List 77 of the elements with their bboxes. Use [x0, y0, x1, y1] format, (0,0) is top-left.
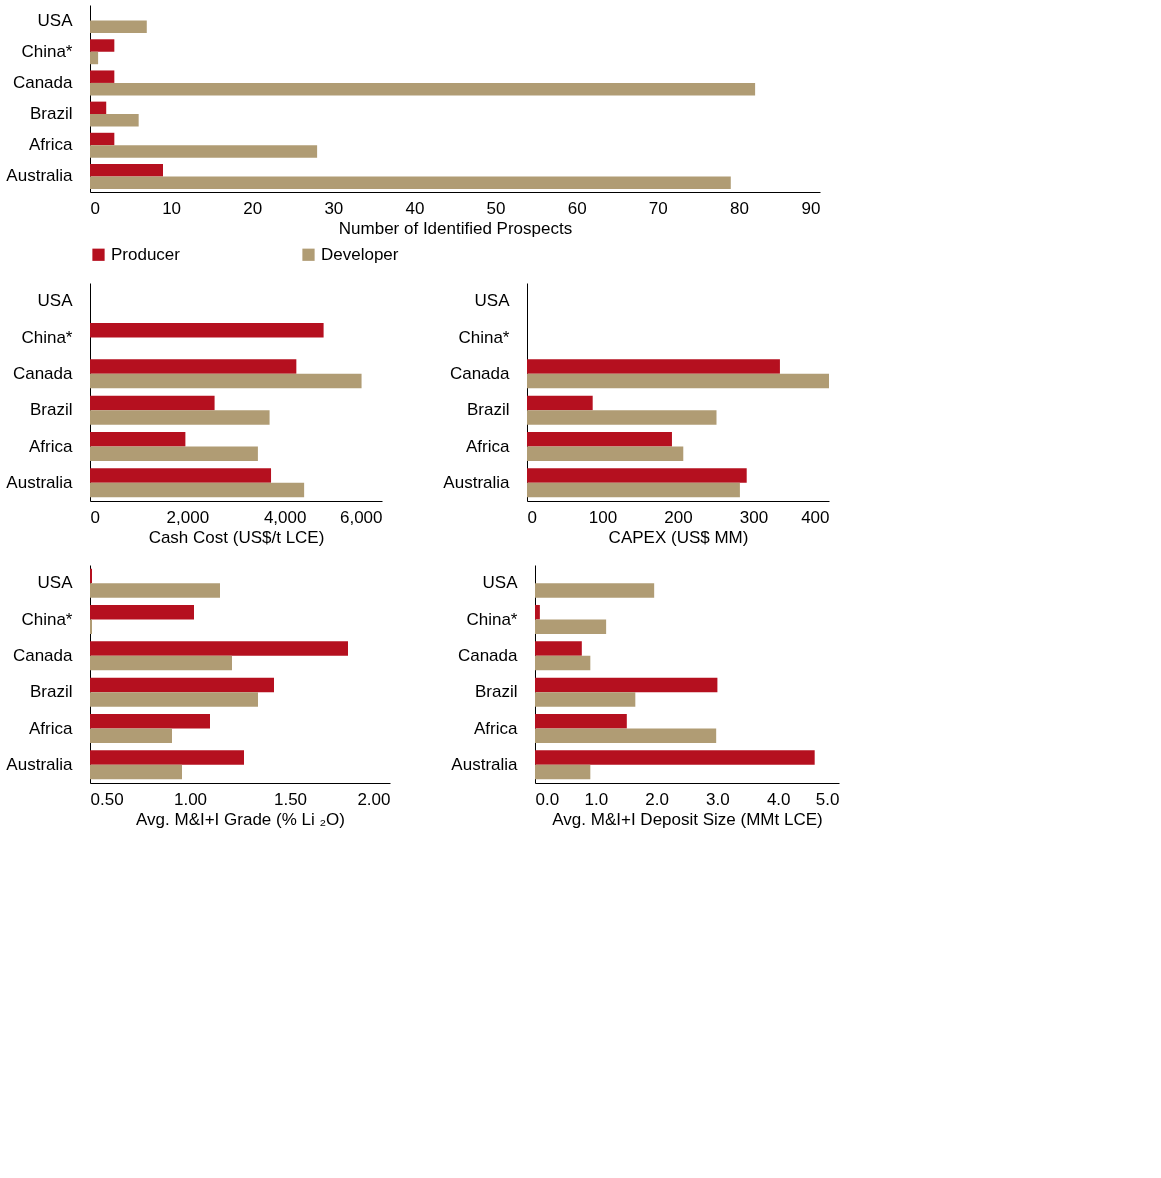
x-tick-label: 0: [527, 507, 537, 527]
x-tick-label: 60: [567, 198, 587, 218]
x-axis-title: Avg. M&I+I Deposit Size (MMt LCE): [552, 809, 823, 829]
y-tick-label: Canada: [449, 363, 511, 383]
y-tick-label: China*: [21, 609, 73, 629]
y-tick-label: USA: [482, 573, 519, 593]
x-tick-label: 50: [486, 198, 506, 218]
x-axis-title: Number of Identified Prospects: [338, 218, 573, 238]
legend-label: Producer: [111, 244, 181, 264]
x-tick-label: 2.00: [357, 789, 391, 809]
bar: [90, 163, 163, 177]
x-tick-label: 40: [405, 198, 425, 218]
y-tick-label: China*: [21, 327, 73, 347]
y-tick-label: Australia: [6, 166, 74, 186]
bar: [90, 82, 756, 96]
bar: [90, 101, 107, 115]
y-tick-label: Brazil: [29, 104, 73, 124]
x-tick-label: 1.50: [273, 789, 308, 809]
y-tick-label: Australia: [451, 754, 519, 774]
y-tick-label: Africa: [29, 436, 74, 456]
y-tick-label: USA: [37, 573, 74, 593]
x-tick-label: 1.0: [584, 789, 609, 809]
x-tick-label: 30: [324, 198, 344, 218]
bar: [90, 20, 147, 34]
bar: [90, 39, 115, 52]
legend-label: Developer: [321, 244, 399, 264]
y-tick-label: Canada: [12, 72, 74, 92]
x-tick-label: 0.50: [90, 789, 124, 809]
y-tick-label: Australia: [6, 754, 74, 774]
x-tick-label: 4,000: [263, 507, 307, 527]
x-tick-label: 3.0: [706, 789, 730, 809]
x-axis-title: Avg. M&I+I Grade (% Li ₂O): [136, 809, 345, 829]
x-tick-label: 90: [801, 198, 821, 218]
y-tick-label: China*: [21, 41, 73, 61]
x-tick-label: 0: [90, 198, 100, 218]
y-tick-label: Australia: [443, 472, 511, 492]
bar: [90, 132, 115, 146]
x-tick-label: 0.0: [535, 789, 560, 809]
x-tick-label: 6,000: [339, 507, 383, 527]
y-tick-label: Canada: [12, 645, 74, 665]
x-tick-label: 2,000: [166, 507, 210, 527]
y-tick-label: Brazil: [29, 682, 73, 702]
x-tick-label: 10: [162, 198, 182, 218]
x-tick-label: 1.00: [173, 789, 208, 809]
y-tick-label: USA: [37, 10, 74, 30]
y-tick-label: Africa: [474, 718, 519, 738]
bar: [90, 145, 318, 158]
y-tick-label: Canada: [12, 363, 74, 383]
x-tick-label: 0: [90, 507, 100, 527]
y-tick-label: China*: [458, 327, 510, 347]
x-tick-label: 70: [648, 198, 668, 218]
x-tick-label: 400: [801, 507, 830, 527]
y-tick-label: USA: [474, 291, 511, 311]
x-tick-label: 2.0: [645, 789, 669, 809]
bar: [90, 70, 115, 83]
y-tick-label: Brazil: [29, 400, 73, 420]
x-tick-label: 80: [729, 198, 749, 218]
x-tick-label: 20: [243, 198, 263, 218]
x-tick-label: 4.0: [766, 789, 791, 809]
y-tick-label: USA: [37, 291, 74, 311]
x-tick-label: 100: [588, 507, 618, 527]
bar: [90, 176, 731, 189]
y-tick-label: Australia: [6, 472, 74, 492]
x-axis-title: CAPEX (US$ MM): [608, 527, 749, 547]
y-tick-label: Canada: [457, 645, 519, 665]
x-tick-label: 200: [664, 507, 693, 527]
y-tick-label: Africa: [466, 436, 511, 456]
bar: [90, 114, 139, 127]
y-tick-label: China*: [466, 609, 518, 629]
x-tick-label: 300: [739, 507, 769, 527]
x-tick-label: 5.0: [815, 789, 840, 809]
y-tick-label: Africa: [29, 718, 74, 738]
y-tick-label: Brazil: [474, 682, 518, 702]
y-tick-label: Africa: [29, 135, 74, 155]
y-tick-label: Brazil: [466, 400, 510, 420]
x-axis-title: Cash Cost (US$/t LCE): [148, 527, 325, 547]
bar: [90, 51, 99, 65]
